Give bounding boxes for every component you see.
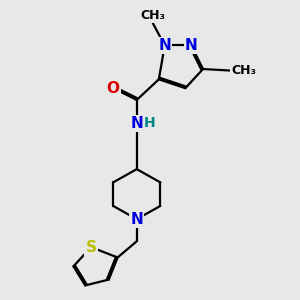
Text: H: H: [143, 116, 155, 130]
Text: N: N: [158, 38, 171, 53]
Text: CH₃: CH₃: [231, 64, 256, 77]
Text: N: N: [130, 116, 143, 131]
Text: O: O: [107, 81, 120, 96]
Text: N: N: [185, 38, 198, 53]
Text: CH₃: CH₃: [140, 9, 165, 22]
Text: N: N: [130, 212, 143, 227]
Text: S: S: [85, 240, 97, 255]
